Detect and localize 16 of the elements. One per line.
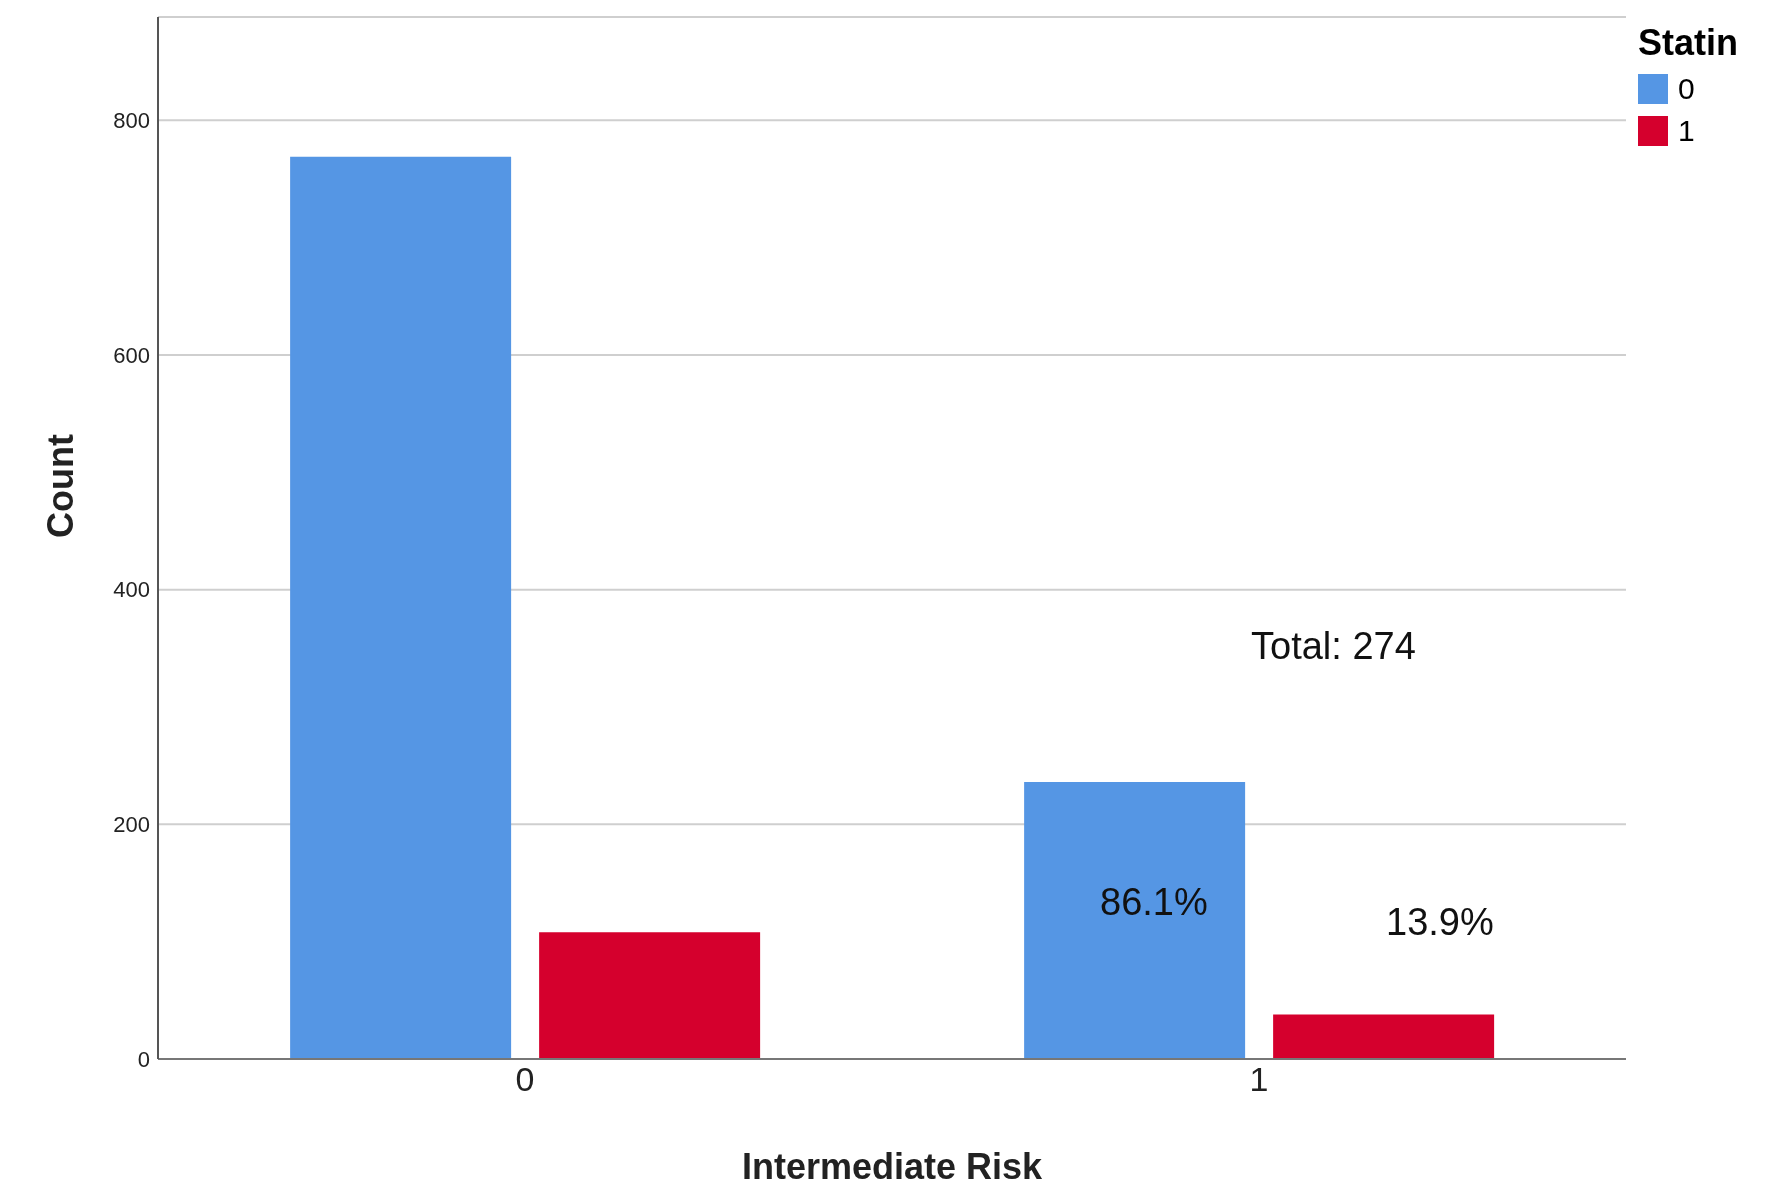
legend-label: 1 [1677, 113, 1696, 149]
x-axis-title: Intermediate Risk [741, 1146, 1044, 1187]
legend-label: 0 [1677, 71, 1696, 107]
bar [539, 932, 761, 1059]
annotation: 86.1% [1100, 881, 1208, 924]
y-axis-title: Count [39, 434, 81, 538]
y-tick-label: 800 [113, 108, 150, 134]
y-tick-label: 200 [113, 812, 150, 838]
bar [290, 156, 512, 1059]
y-tick-label: 400 [113, 577, 150, 603]
y-tick-label: 600 [113, 342, 150, 368]
legend-title: Statin [1638, 22, 1739, 64]
annotation: Total: 274 [1251, 625, 1416, 668]
bar [1273, 1014, 1495, 1059]
bar [1024, 782, 1246, 1059]
annotation: 13.9% [1386, 901, 1494, 944]
